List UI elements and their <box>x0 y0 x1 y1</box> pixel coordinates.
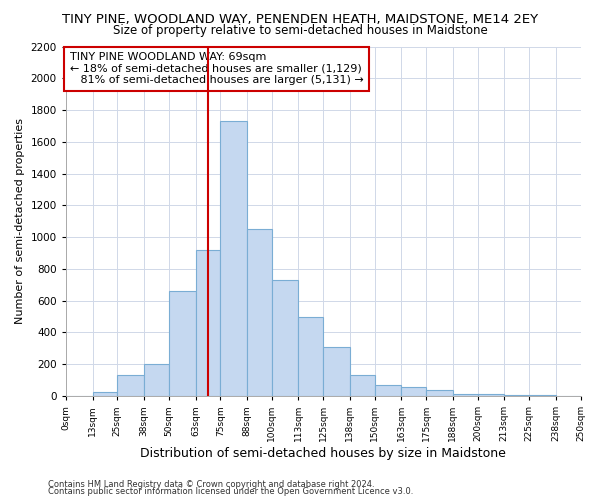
Bar <box>247 229 272 396</box>
Bar <box>169 291 196 396</box>
Bar <box>505 395 529 396</box>
Bar <box>92 392 118 396</box>
Bar <box>529 395 556 396</box>
Bar <box>144 364 169 396</box>
Text: TINY PINE WOODLAND WAY: 69sqm
← 18% of semi-detached houses are smaller (1,129)
: TINY PINE WOODLAND WAY: 69sqm ← 18% of s… <box>70 52 364 86</box>
Y-axis label: Number of semi-detached properties: Number of semi-detached properties <box>15 118 25 324</box>
Bar <box>374 385 401 396</box>
Text: Size of property relative to semi-detached houses in Maidstone: Size of property relative to semi-detach… <box>113 24 487 37</box>
Bar <box>453 394 478 396</box>
Text: Contains public sector information licensed under the Open Government Licence v3: Contains public sector information licen… <box>48 487 413 496</box>
Text: Contains HM Land Registry data © Crown copyright and database right 2024.: Contains HM Land Registry data © Crown c… <box>48 480 374 489</box>
Bar <box>426 390 453 396</box>
X-axis label: Distribution of semi-detached houses by size in Maidstone: Distribution of semi-detached houses by … <box>140 447 506 460</box>
Text: TINY PINE, WOODLAND WAY, PENENDEN HEATH, MAIDSTONE, ME14 2EY: TINY PINE, WOODLAND WAY, PENENDEN HEATH,… <box>62 12 538 26</box>
Bar <box>478 394 505 396</box>
Bar <box>118 376 144 396</box>
Bar <box>350 376 374 396</box>
Bar <box>323 347 350 396</box>
Bar <box>220 121 247 396</box>
Bar <box>298 316 323 396</box>
Bar <box>401 388 426 396</box>
Bar <box>272 280 298 396</box>
Bar <box>196 250 220 396</box>
